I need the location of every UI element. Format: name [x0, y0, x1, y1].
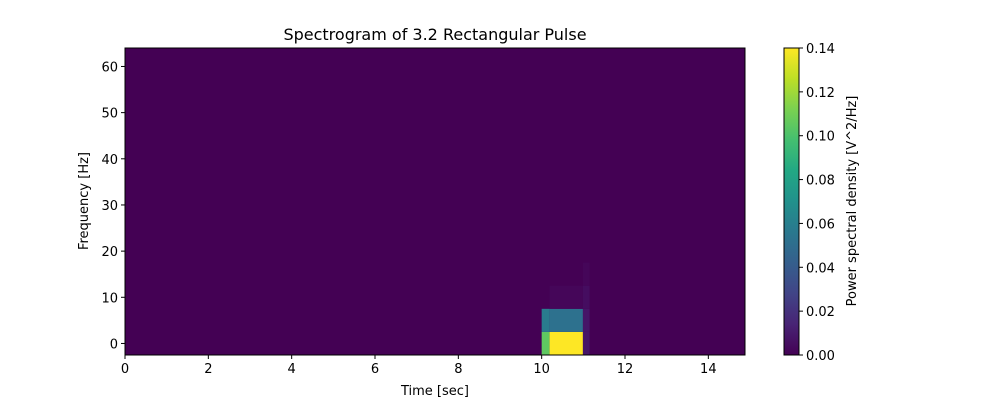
y-tick-label: 60	[101, 60, 118, 75]
y-axis-label: Frequency [Hz]	[77, 152, 92, 250]
x-tick-label: 12	[617, 362, 634, 377]
spectrogram-cell-7	[582, 262, 590, 286]
chart-title: Spectrogram of 3.2 Rectangular Pulse	[283, 25, 586, 44]
colorbar-label: Power spectral density [V^2/Hz]	[845, 96, 860, 307]
colorbar-tick-label: 0.10	[806, 130, 835, 145]
spectrogram-cell-8	[549, 285, 583, 309]
colorbar-tick-label: 0.14	[806, 42, 835, 57]
x-tick-label: 10	[533, 362, 550, 377]
y-tick-label: 20	[101, 245, 118, 260]
x-tick-label: 0	[121, 362, 129, 377]
colorbar-tick-label: 0.06	[806, 217, 835, 232]
spectrogram-cell-2	[582, 331, 590, 355]
x-tick-label: 14	[700, 362, 717, 377]
spectrogram-background	[125, 48, 745, 355]
x-tick-label: 6	[371, 362, 379, 377]
spectrogram-cells	[541, 262, 590, 355]
spectrogram-cell-1	[549, 331, 583, 355]
y-tick-label: 10	[101, 291, 118, 306]
spectrogram-cell-6	[582, 285, 590, 309]
colorbar-gradient	[783, 47, 800, 356]
colorbar-tick-label: 0.12	[806, 86, 835, 101]
spectrogram-cell-4	[549, 308, 583, 332]
y-axis: 0 10 20 30 40 50 60	[101, 60, 125, 352]
colorbar-tick-label: 0.02	[806, 305, 835, 320]
y-tick-label: 50	[101, 107, 118, 122]
spectrogram-cell-5	[582, 308, 590, 332]
colorbar-ticks: 0.00 0.02 0.04 0.06 0.08 0.10 0.12 0.14	[799, 42, 835, 364]
x-axis-label: Time [sec]	[400, 384, 469, 399]
colorbar-tick-label: 0.08	[806, 174, 835, 189]
plot-area	[124, 47, 746, 356]
y-tick-label: 0	[110, 337, 118, 352]
y-tick-label: 40	[101, 153, 118, 168]
colorbar-tick-label: 0.04	[806, 261, 835, 276]
colorbar-tick-label: 0.00	[806, 349, 835, 364]
spectrogram-cell-3	[541, 308, 550, 332]
x-tick-label: 4	[288, 362, 296, 377]
x-tick-label: 8	[454, 362, 462, 377]
plot-frame	[124, 47, 746, 356]
spectrogram-cell-0	[541, 331, 550, 355]
x-axis: 0 2 4 6 8 10 12 14	[121, 355, 717, 377]
y-tick-label: 30	[101, 199, 118, 214]
x-tick-label: 2	[204, 362, 212, 377]
colorbar: 0.00 0.02 0.04 0.06 0.08 0.10 0.12 0.14 Power s…	[783, 42, 860, 364]
